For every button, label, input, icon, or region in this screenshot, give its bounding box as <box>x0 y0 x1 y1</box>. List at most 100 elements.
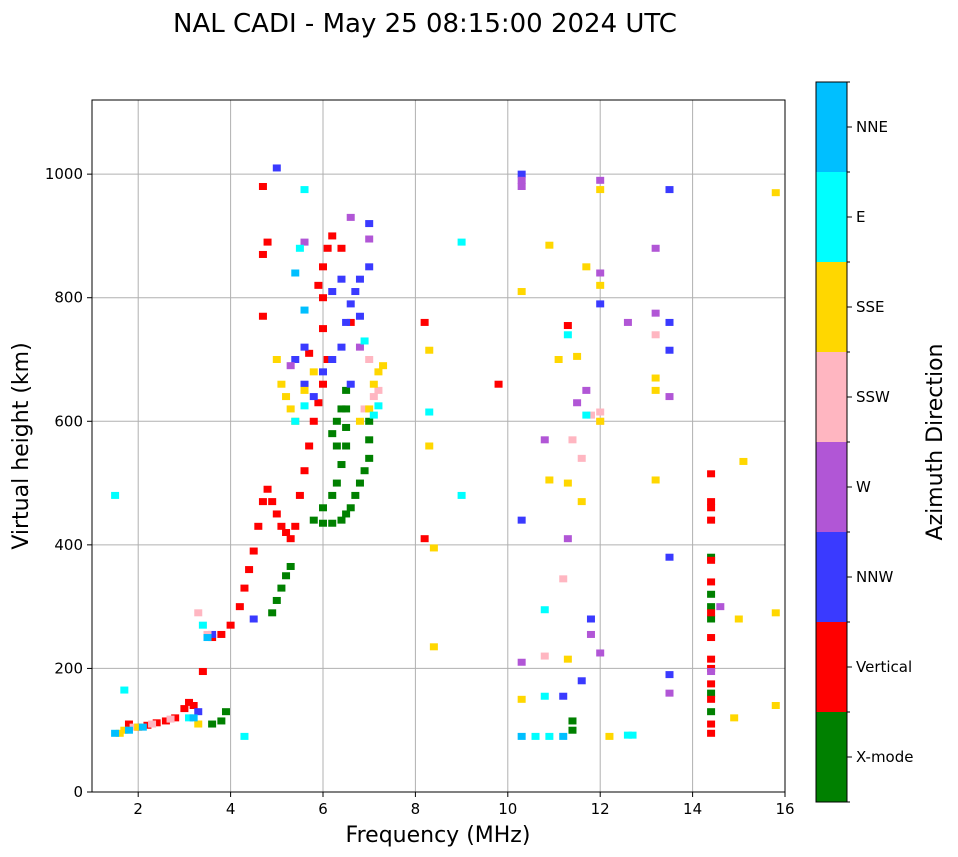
x-tick-label: 8 <box>411 800 421 818</box>
point-x-mode <box>328 491 337 499</box>
point-nnw <box>342 318 351 326</box>
point-nnw <box>249 615 258 623</box>
colorbar-tick-label: X-mode <box>856 748 913 766</box>
point-vertical <box>337 244 346 252</box>
point-sse <box>596 186 605 194</box>
point-w <box>563 535 572 543</box>
x-axis-label: Frequency (MHz) <box>346 823 531 848</box>
point-x-mode <box>342 423 351 431</box>
point-sse <box>582 263 591 271</box>
point-nnw <box>328 288 337 296</box>
point-x-mode <box>277 584 286 592</box>
point-vertical <box>305 442 314 450</box>
point-x-mode <box>351 491 360 499</box>
point-vertical <box>707 498 716 506</box>
point-x-mode <box>342 386 351 394</box>
point-nnw <box>586 615 595 623</box>
point-nnw <box>596 300 605 308</box>
point-sse <box>369 380 378 388</box>
point-w <box>300 238 309 246</box>
point-ssw <box>568 436 577 444</box>
point-vertical <box>494 380 503 388</box>
y-tick-label: 600 <box>54 412 83 430</box>
point-x-mode <box>342 442 351 450</box>
point-vertical <box>707 578 716 586</box>
point-w <box>582 386 591 394</box>
point-vertical <box>295 491 304 499</box>
point-vertical <box>420 318 429 326</box>
point-x-mode <box>337 461 346 469</box>
point-x-mode <box>365 454 374 462</box>
y-tick-label: 200 <box>54 659 83 677</box>
point-vertical <box>258 312 267 320</box>
point-sse <box>517 288 526 296</box>
point-e <box>291 417 300 425</box>
point-x-mode <box>342 405 351 413</box>
point-sse <box>300 386 309 394</box>
point-vertical <box>258 498 267 506</box>
point-sse <box>429 643 438 651</box>
point-nnw <box>337 343 346 351</box>
colorbar-tick-label: E <box>856 208 865 226</box>
colorbar-tick-label: Vertical <box>856 658 912 676</box>
point-sse <box>651 476 660 484</box>
colorbar-tick-label: W <box>856 478 871 496</box>
point-e <box>198 621 207 629</box>
point-vertical <box>263 238 272 246</box>
point-vertical <box>305 349 314 357</box>
point-e <box>628 731 637 739</box>
point-x-mode <box>568 717 577 725</box>
point-vertical <box>198 668 207 676</box>
point-w <box>540 436 549 444</box>
colorbar-segment <box>816 622 847 712</box>
point-x-mode <box>332 479 341 487</box>
point-vertical <box>185 698 194 706</box>
colorbar-segment <box>816 172 847 262</box>
point-x-mode <box>568 726 577 734</box>
point-w <box>707 668 716 676</box>
gridlines <box>92 100 785 792</box>
point-x-mode <box>365 436 374 444</box>
colorbar-segment <box>816 352 847 442</box>
point-nnw <box>300 380 309 388</box>
point-ssw <box>129 723 138 731</box>
point-nnw <box>577 677 586 685</box>
point-x-mode <box>365 417 374 425</box>
point-vertical <box>314 281 323 289</box>
point-nnw <box>517 170 526 178</box>
point-vertical <box>277 522 286 530</box>
point-nnw <box>665 186 674 194</box>
point-x-mode <box>319 504 327 512</box>
point-nnw <box>355 312 364 320</box>
point-nne <box>189 714 198 722</box>
point-e <box>531 732 540 740</box>
point-w <box>596 269 605 277</box>
point-w <box>573 399 582 407</box>
point-vertical <box>180 705 189 713</box>
point-ssw <box>148 720 157 728</box>
point-x-mode <box>332 442 341 450</box>
colorbar-tick-label: SSW <box>856 388 890 406</box>
point-x-mode <box>360 467 369 475</box>
point-w <box>517 183 526 190</box>
point-vertical <box>282 529 291 536</box>
point-vertical <box>707 729 716 737</box>
point-w <box>586 630 595 638</box>
point-vertical <box>189 702 198 709</box>
point-vertical <box>323 356 332 363</box>
point-w <box>623 318 632 326</box>
point-sse <box>115 729 124 737</box>
point-nne <box>124 726 133 734</box>
point-sse <box>554 356 563 363</box>
point-vertical <box>258 250 267 258</box>
point-ssw <box>360 405 369 413</box>
point-e <box>540 692 549 700</box>
y-tick-label: 800 <box>54 289 83 307</box>
point-x-mode <box>319 519 327 527</box>
point-vertical <box>226 621 235 629</box>
point-e <box>540 606 549 614</box>
x-tick-label: 10 <box>498 800 517 818</box>
point-sse <box>309 368 318 376</box>
point-nnw <box>346 300 355 308</box>
point-w <box>517 176 526 184</box>
